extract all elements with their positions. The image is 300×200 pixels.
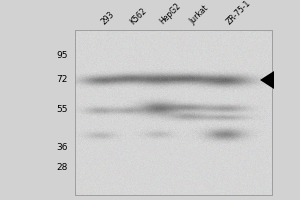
Text: 36: 36 <box>56 144 68 152</box>
Text: 28: 28 <box>57 164 68 172</box>
Text: K562: K562 <box>128 6 148 26</box>
Text: 293: 293 <box>100 9 117 26</box>
Text: HepG2: HepG2 <box>158 1 183 26</box>
Polygon shape <box>260 71 274 89</box>
Bar <box>75 30 272 195</box>
Text: Jurkat: Jurkat <box>188 4 210 26</box>
Text: 55: 55 <box>56 106 68 114</box>
Text: 95: 95 <box>56 50 68 60</box>
Text: 72: 72 <box>57 75 68 84</box>
Text: ZR-75-1: ZR-75-1 <box>225 0 253 26</box>
